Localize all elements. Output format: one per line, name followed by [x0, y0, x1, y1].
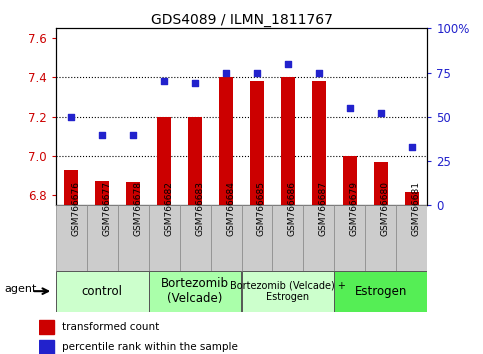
Bar	[126, 182, 140, 205]
Text: GSM766676: GSM766676	[71, 181, 80, 236]
Text: GSM766683: GSM766683	[195, 181, 204, 236]
Point	[129, 132, 137, 137]
Bar	[39, 320, 54, 334]
Bar	[56, 205, 86, 271]
Text: GSM766687: GSM766687	[319, 181, 328, 236]
Point	[160, 79, 168, 84]
Text: Bortezomib
(Velcade): Bortezomib (Velcade)	[161, 277, 229, 305]
Text: GSM766681: GSM766681	[412, 181, 421, 236]
Bar	[405, 192, 419, 205]
Bar	[281, 76, 295, 205]
Point	[315, 70, 323, 75]
Bar	[303, 205, 334, 271]
Text: control: control	[82, 285, 123, 298]
Bar	[242, 271, 334, 312]
Bar	[117, 205, 149, 271]
Bar	[334, 271, 427, 312]
Text: GSM766682: GSM766682	[164, 181, 173, 236]
Bar	[64, 170, 78, 205]
Text: agent: agent	[5, 284, 37, 294]
Bar	[56, 271, 149, 312]
Bar	[188, 117, 202, 205]
Bar	[219, 78, 233, 205]
Bar	[211, 205, 242, 271]
Bar	[149, 271, 242, 312]
Bar	[149, 205, 180, 271]
Text: percentile rank within the sample: percentile rank within the sample	[62, 342, 238, 352]
Point	[408, 144, 416, 150]
Bar	[374, 162, 388, 205]
Bar	[250, 81, 264, 205]
Bar	[343, 156, 357, 205]
Text: GSM766677: GSM766677	[102, 181, 111, 236]
Bar	[334, 205, 366, 271]
Point	[222, 70, 230, 75]
Point	[346, 105, 354, 111]
Bar	[366, 205, 397, 271]
Bar	[272, 205, 303, 271]
Text: transformed count: transformed count	[62, 322, 159, 332]
Text: GSM766685: GSM766685	[257, 181, 266, 236]
Point	[377, 110, 385, 116]
Bar	[180, 205, 211, 271]
Point	[67, 114, 75, 120]
Text: GSM766684: GSM766684	[226, 181, 235, 236]
Point	[284, 61, 292, 67]
Bar	[39, 340, 54, 354]
Text: GSM766686: GSM766686	[288, 181, 297, 236]
Bar	[242, 205, 272, 271]
Point	[253, 70, 261, 75]
Text: GSM766679: GSM766679	[350, 181, 359, 236]
Text: Estrogen: Estrogen	[355, 285, 407, 298]
Text: Bortezomib (Velcade) +
Estrogen: Bortezomib (Velcade) + Estrogen	[230, 280, 346, 302]
Point	[98, 132, 106, 137]
Bar	[95, 181, 109, 205]
Title: GDS4089 / ILMN_1811767: GDS4089 / ILMN_1811767	[151, 13, 332, 27]
Bar	[312, 81, 326, 205]
Bar	[397, 205, 427, 271]
Bar	[157, 117, 171, 205]
Bar	[86, 205, 117, 271]
Text: GSM766680: GSM766680	[381, 181, 390, 236]
Text: GSM766678: GSM766678	[133, 181, 142, 236]
Point	[191, 80, 199, 86]
